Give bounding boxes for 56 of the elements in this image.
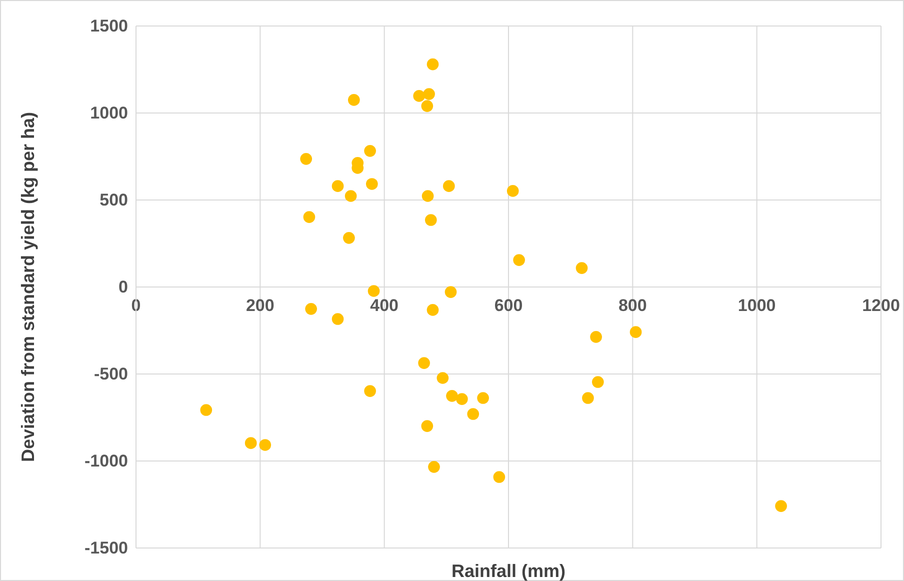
point <box>364 145 376 157</box>
y-tick-label: 1000 <box>90 103 128 122</box>
point <box>467 408 480 420</box>
x-tick-label: 400 <box>370 296 399 316</box>
x-axis-title: Rainfall (mm) <box>451 561 566 581</box>
x-tick-label: 1000 <box>738 296 776 316</box>
y-tick-label: 1500 <box>90 16 128 36</box>
point <box>442 180 455 192</box>
point <box>426 58 439 70</box>
point <box>244 437 257 449</box>
point <box>513 254 525 266</box>
point <box>477 392 489 404</box>
point <box>456 393 468 405</box>
y-tick-label: 500 <box>100 190 128 210</box>
point <box>630 326 642 338</box>
point <box>259 439 272 451</box>
point <box>418 357 430 369</box>
point <box>775 500 787 512</box>
point <box>493 471 506 483</box>
y-tick-label: 0 <box>118 277 128 296</box>
point <box>424 214 437 226</box>
point <box>300 153 312 165</box>
point <box>200 404 212 416</box>
point <box>368 285 380 297</box>
point <box>592 376 604 388</box>
point <box>446 390 458 402</box>
point <box>582 392 594 404</box>
point <box>421 100 434 112</box>
point <box>426 304 439 316</box>
point <box>436 372 449 384</box>
point <box>444 286 457 298</box>
point <box>428 461 440 473</box>
point <box>576 262 588 274</box>
x-tick-label: 800 <box>618 296 647 316</box>
point <box>303 211 316 223</box>
point <box>332 180 344 192</box>
x-tick-label: 600 <box>494 296 523 316</box>
point <box>422 190 434 202</box>
point <box>413 90 426 102</box>
point <box>421 420 434 432</box>
y-axis-title: Deviation from standard yield (kg per ha) <box>18 112 38 462</box>
point <box>305 303 317 315</box>
x-tick-label: 1200 <box>862 296 900 316</box>
y-tick-label: -500 <box>94 364 128 384</box>
point <box>366 178 378 190</box>
point <box>348 94 360 106</box>
x-tick-label: 200 <box>246 296 274 316</box>
point <box>332 313 344 325</box>
point <box>423 88 435 100</box>
point <box>344 190 357 202</box>
y-tick-label: -1500 <box>84 538 128 558</box>
point <box>343 232 355 244</box>
y-tick-label: -1000 <box>84 451 128 470</box>
point <box>590 331 602 343</box>
point <box>364 385 376 397</box>
point <box>506 185 519 197</box>
